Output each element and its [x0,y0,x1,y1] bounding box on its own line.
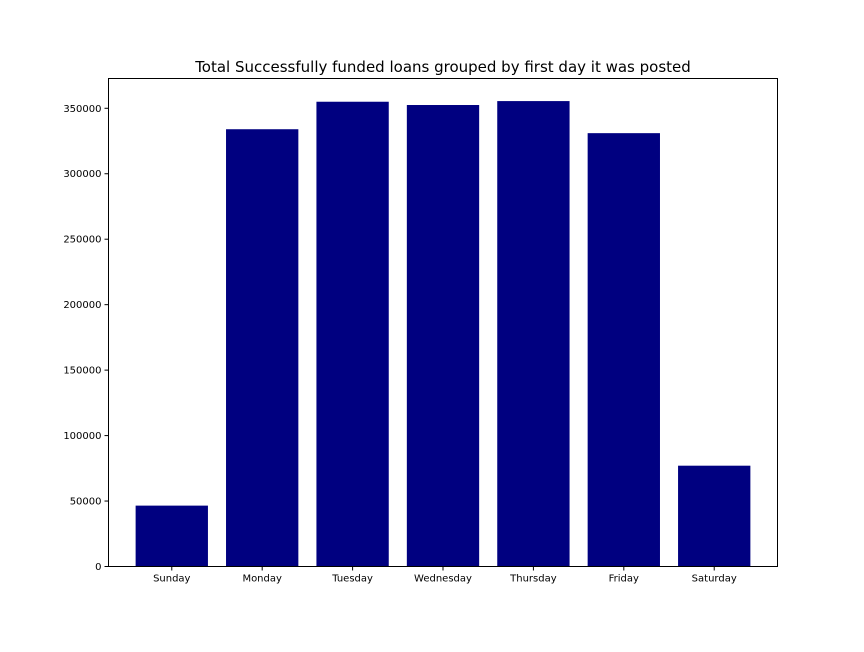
plot-frame [108,78,778,567]
x-axis: Sunday Monday Tuesday Wednesday Thursday Frid… [153,566,737,585]
chart-title: Total Successfully funded loans grouped … [194,58,691,76]
x-tick-label: Wednesday [414,574,472,585]
x-tick-label: Friday [609,574,639,585]
bar-wednesday [406,105,480,567]
bar-sunday [135,505,208,567]
x-tick-label: Tuesday [331,574,373,585]
bar-thursday [497,101,570,567]
x-tick-label: Sunday [153,574,190,585]
y-tick-label: 0 [95,562,101,573]
bar-tuesday [316,101,389,567]
x-tick-label: Saturday [692,574,737,585]
y-tick-label: 200000 [63,300,101,311]
bar-friday [587,133,660,567]
bar-monday [226,129,299,567]
bar-saturday [678,465,751,567]
bars-group [135,101,751,567]
y-tick-label: 150000 [63,366,101,377]
y-axis: 0 50000 100000 150000 200000 250000 300000 3500… [63,104,109,573]
y-tick-label: 50000 [70,497,102,508]
x-tick-label: Monday [242,574,282,585]
y-tick-label: 350000 [63,104,101,115]
x-tick-label: Thursday [509,574,557,585]
y-tick-label: 300000 [63,169,101,180]
y-tick-label: 250000 [63,235,101,246]
y-tick-label: 100000 [63,431,101,442]
